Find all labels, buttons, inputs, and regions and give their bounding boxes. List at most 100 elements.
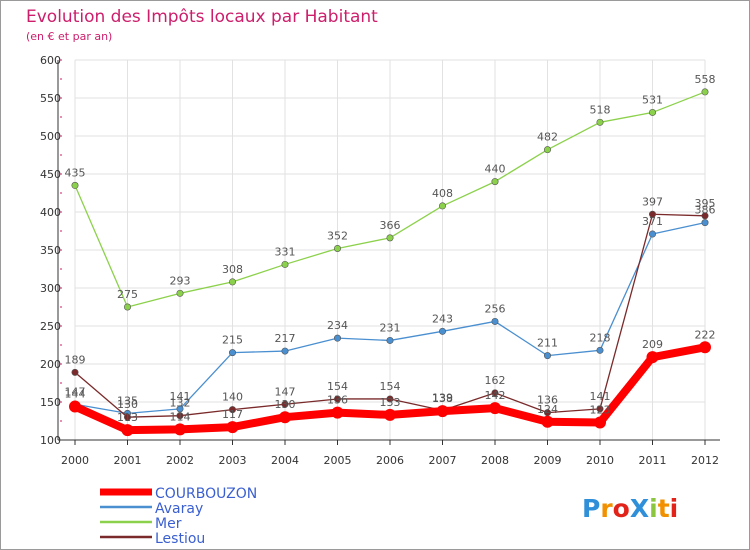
y-tick-label: 600 [40,54,61,67]
data-point-mer [543,146,551,154]
data-label-mer: 293 [170,274,191,287]
data-label-mer: 482 [537,131,558,144]
data-label-mer: 275 [117,288,138,301]
data-point-mer [386,234,394,242]
data-point-courbouzon [489,402,501,415]
series-lestiou: 189 130 132 140 147 154 154 139 162 136 141 397 395 [65,195,716,421]
data-label-courbouzon: 130 [275,398,296,411]
data-point-courbouzon [174,423,186,436]
legend-label: Avaray [155,501,203,517]
data-point-avaray [176,405,184,413]
data-point-avaray [648,230,656,238]
legend-label: Lestiou [155,531,205,547]
data-point-mer [176,289,184,297]
data-label-mer: 352 [327,229,348,242]
data-point-courbouzon [331,406,344,419]
data-label-avaray: 231 [380,321,401,334]
data-label-courbouzon: 138 [432,392,453,405]
x-tick-label: 2007 [429,454,457,467]
data-label-avaray: 147 [65,385,86,398]
data-point-courbouzon [594,416,606,429]
data-point-avaray [386,336,394,344]
data-label-lestiou: 147 [275,385,296,398]
data-point-mer [124,303,132,311]
data-label-lestiou: 141 [590,390,611,403]
data-label-avaray: 243 [432,312,453,325]
y-tick-label: 450 [40,168,61,181]
data-point-mer [596,118,604,126]
data-label-mer: 440 [485,163,506,176]
x-tick-label: 2000 [61,454,89,467]
data-label-mer: 518 [590,103,611,116]
data-point-courbouzon [646,351,659,364]
data-label-avaray: 135 [117,394,138,407]
data-label-avaray: 215 [222,334,243,347]
data-point-lestiou [176,412,184,420]
x-tick-label: 2006 [376,454,404,467]
data-point-courbouzon [69,400,81,413]
data-label-mer: 331 [275,245,296,258]
grid-lines [74,59,706,440]
y-tick-label: 300 [40,282,61,295]
y-tick-label: 500 [40,130,61,143]
data-label-lestiou: 132 [170,397,191,410]
data-point-mer [701,88,709,96]
x-tick-label: 2010 [586,454,614,467]
data-label-lestiou: 139 [432,391,453,404]
y-tick-label: 550 [40,92,61,105]
x-tick-label: 2005 [324,454,352,467]
data-point-avaray [491,317,499,325]
series-avaray: 147 135 141 215 217 234 231 243 256 211 218 371 386 [65,204,716,417]
data-point-lestiou [229,406,237,414]
data-label-mer: 308 [222,263,243,276]
x-tick-label: 2001 [114,454,142,467]
data-point-courbouzon [226,421,239,434]
data-label-mer: 558 [695,73,716,86]
logo-letter: i [649,494,658,523]
legend-label: COURBOUZON [155,486,257,502]
axes: 100 150 200 250 300 350 400 450 500 550 600 2000 200… [40,54,720,467]
y-tick-label: 400 [40,206,61,219]
data-point-lestiou [701,212,709,220]
data-label-lestiou: 154 [327,380,348,393]
data-label-lestiou: 140 [222,391,243,404]
data-point-lestiou [281,400,289,408]
logo-letter: i [670,494,679,523]
logo-letter: o [613,494,630,523]
y-tick-label: 250 [40,320,61,333]
data-point-mer [491,178,499,186]
data-label-avaray: 371 [642,215,663,228]
data-label-avaray: 386 [695,204,716,217]
data-point-courbouzon [699,341,711,354]
data-label-lestiou: 189 [65,353,86,366]
data-label-avaray: 217 [275,332,296,345]
data-point-lestiou [648,210,656,218]
data-label-courbouzon: 124 [537,403,558,416]
data-point-courbouzon [541,415,554,428]
data-label-courbouzon: 123 [590,404,611,417]
data-label-avaray: 234 [327,319,348,332]
data-label-lestiou: 162 [485,374,506,387]
data-label-lestiou: 154 [380,380,401,393]
data-label-mer: 435 [65,166,86,179]
logo-text: ProXiti [582,494,678,523]
data-label-mer: 408 [432,187,453,200]
x-tick-label: 2004 [271,454,299,467]
data-point-mer [281,260,289,268]
x-tick-label: 2009 [534,454,562,467]
data-point-avaray [438,327,446,335]
data-point-courbouzon [279,411,291,424]
data-label-avaray: 218 [590,331,611,344]
x-tick-label: 2012 [691,454,719,467]
chart-subtitle: (en € et par an) [26,30,112,43]
y-tick-label: 200 [40,358,61,371]
data-label-courbouzon: 222 [695,328,716,341]
x-tick-label: 2008 [481,454,509,467]
data-point-lestiou [71,368,79,376]
data-label-courbouzon: 142 [485,389,506,402]
data-label-courbouzon: 117 [222,408,243,421]
x-tick-label: 2002 [166,454,194,467]
